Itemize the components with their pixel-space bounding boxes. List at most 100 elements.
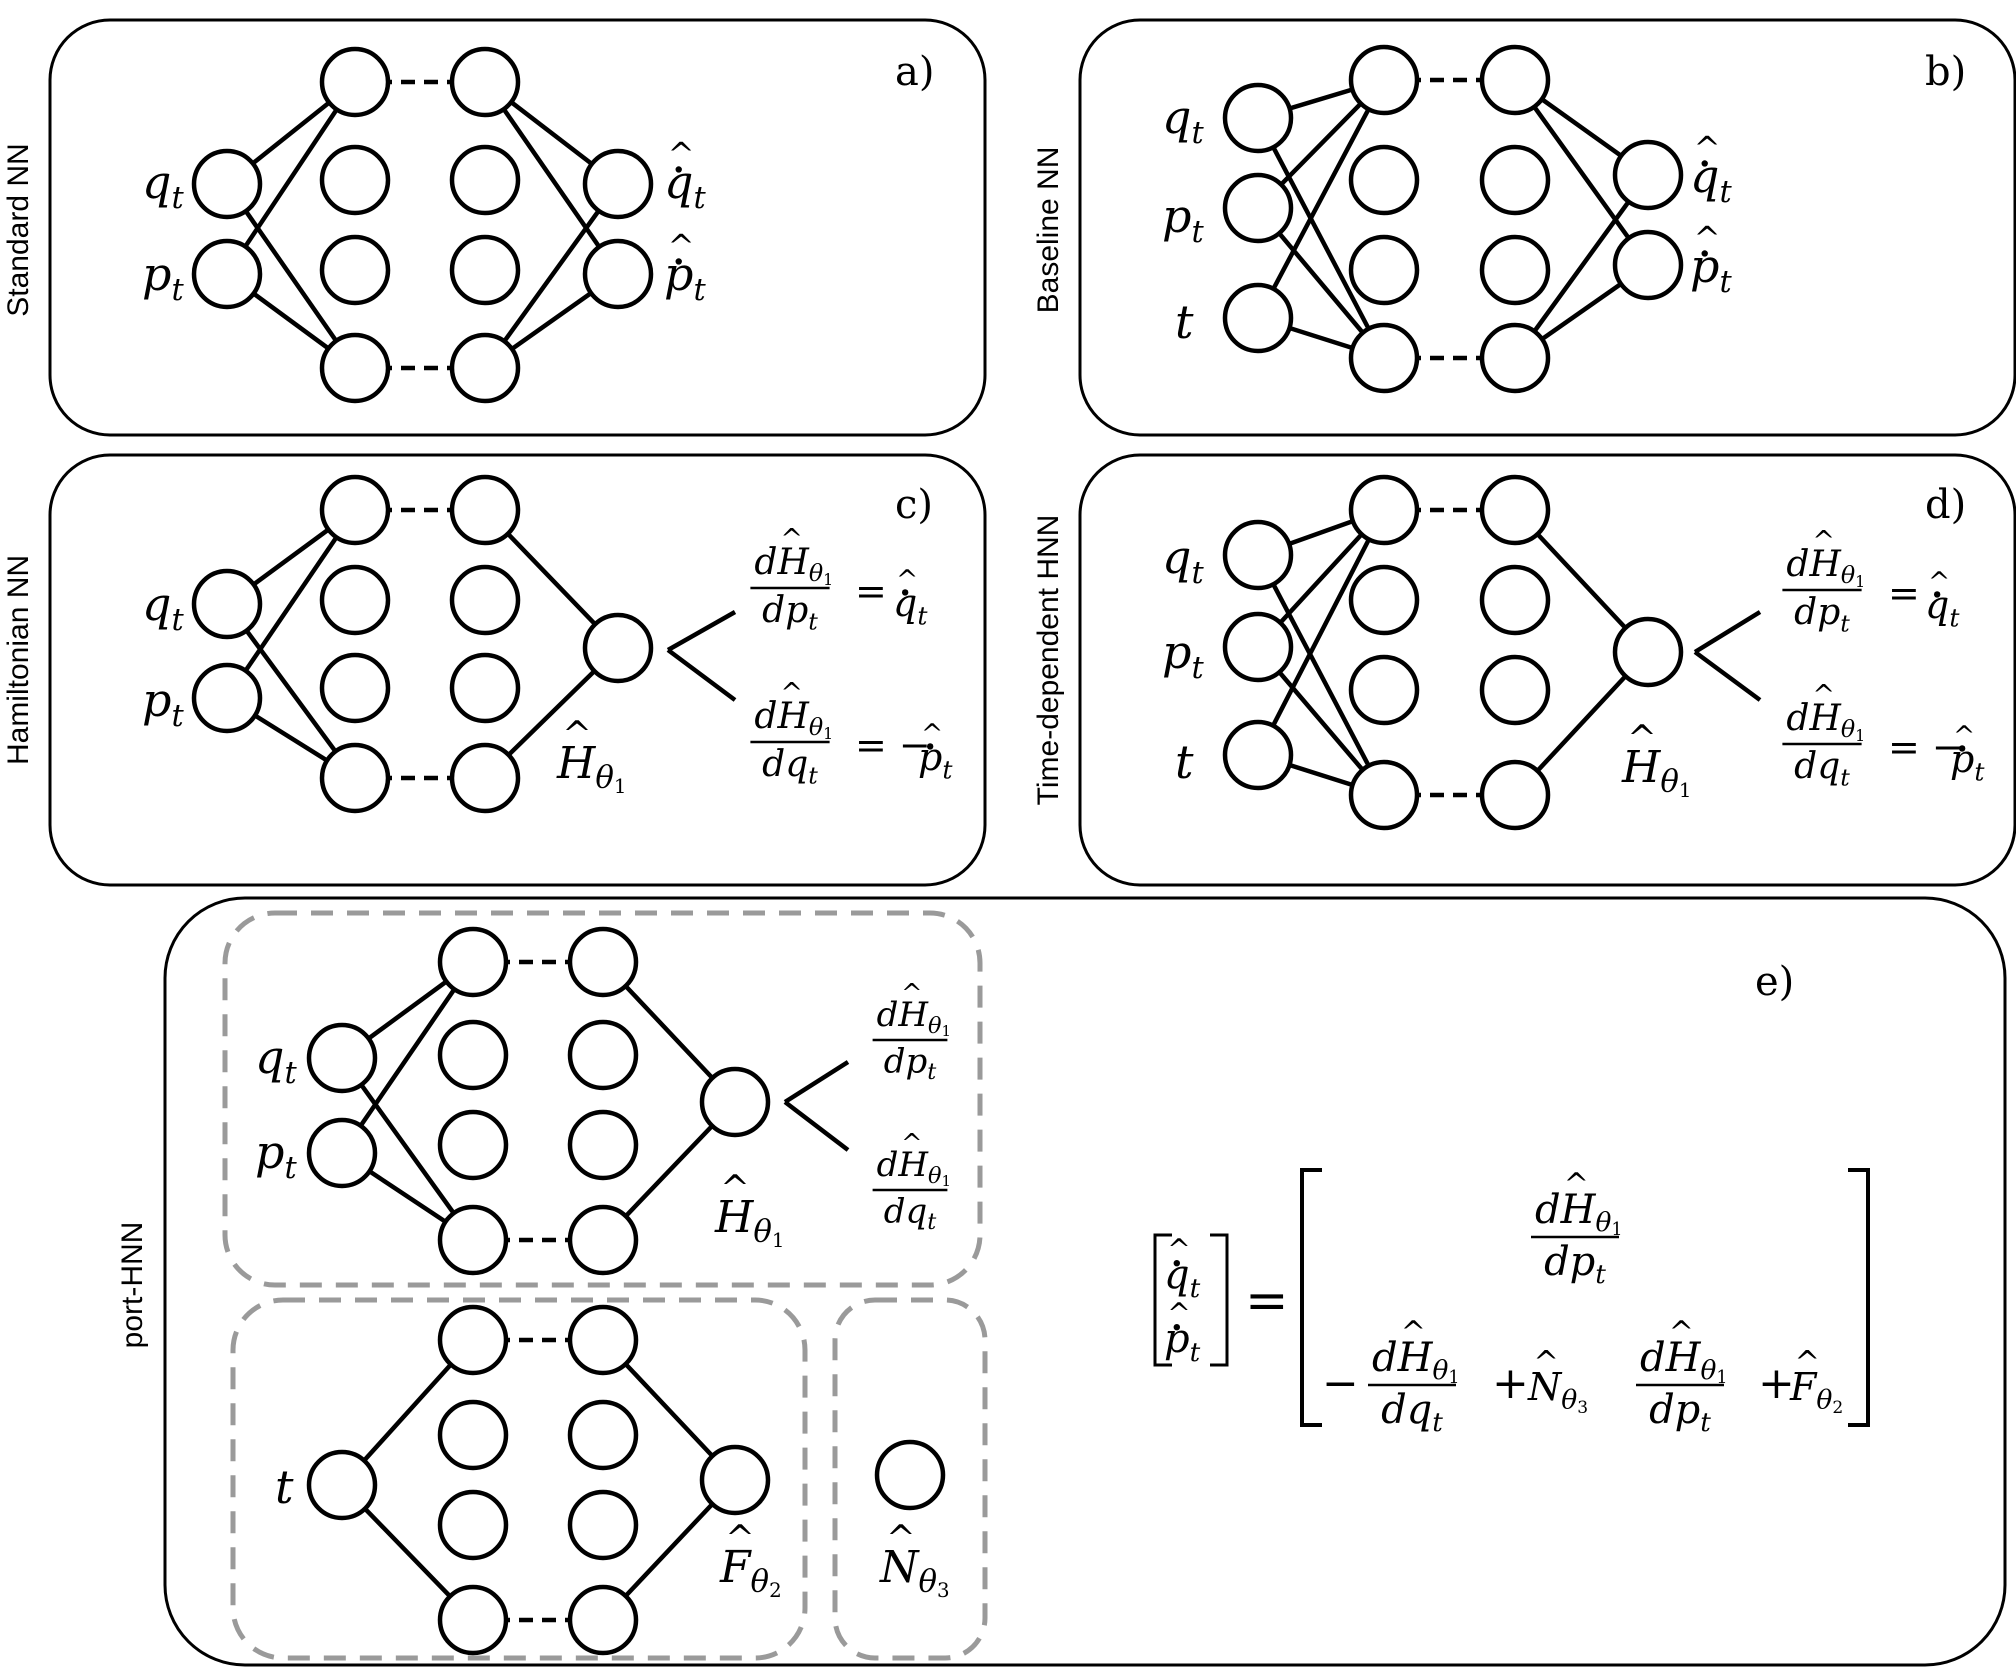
neuron-node: [437, 1489, 509, 1561]
dot-accent: [1933, 591, 1941, 598]
dH-dp-fraction: dHθ1^ dpt: [872, 979, 951, 1085]
matrix-left-bracket: [1300, 1168, 1322, 1427]
fraction-numerator: dHθ1: [877, 1145, 951, 1190]
neuron-node: [1348, 44, 1420, 116]
neuron-node: [1479, 322, 1551, 394]
neuron-node: [567, 1489, 639, 1561]
top-entry-dH-dp: dHθ1^ dpt: [1531, 1167, 1623, 1290]
neuron-node: [319, 742, 391, 814]
panel-b-letter: b): [1925, 49, 1966, 95]
neuron-node: [191, 568, 263, 640]
bottom-entry-dH-dp: dHθ1^ dpt: [1636, 1315, 1728, 1438]
hat-accent: ^: [1564, 1167, 1589, 1202]
hat-accent: ^: [725, 1518, 754, 1559]
neuron-node: [1479, 234, 1551, 306]
neuron-node: [449, 234, 521, 306]
dot-accent: [926, 743, 934, 750]
network-edge: [1693, 650, 1762, 702]
panel-b-frame: [1078, 18, 2016, 437]
rhs-pdot: pt: [918, 735, 953, 784]
neuron-node: [319, 234, 391, 306]
dot-accent: [1173, 1324, 1181, 1331]
hat-accent: ^: [1694, 129, 1721, 167]
neuron-node: [1479, 564, 1551, 636]
neuron-node: [437, 1019, 509, 1091]
fraction-numerator: dHθ1: [1786, 544, 1865, 591]
left-bracket: [1153, 1233, 1172, 1367]
dot-accent: [901, 589, 909, 596]
neuron-node: [1612, 229, 1684, 301]
fraction-denominator: dqt: [762, 744, 818, 789]
bottom-entry-dH-dq: dHθ1^ dqt: [1368, 1315, 1460, 1438]
neuron-node: [437, 1399, 509, 1471]
network-edge: [783, 1060, 850, 1104]
panel-c-frame: [48, 453, 987, 887]
hat-accent: ^: [780, 678, 803, 709]
output-qdot-label: qt: [1690, 149, 1732, 210]
neuron-node: [306, 1022, 378, 1094]
minus-equals-sign: = −: [1888, 725, 1964, 769]
hat-accent: ^: [896, 565, 918, 596]
minus-sign: −: [1322, 1358, 1359, 1409]
network-edge: [666, 648, 737, 702]
neuron-node: [874, 1439, 946, 1511]
hat-accent: ^: [901, 979, 922, 1009]
port-hamiltonian-equation: Nθ3^Fθ2^: [1153, 1168, 1870, 1427]
neuron-node: [1222, 611, 1294, 683]
neuron-node: [567, 1399, 639, 1471]
neuron-node: [1348, 234, 1420, 306]
network-edge: [225, 508, 357, 700]
neuron-node: [437, 926, 509, 998]
neuron-node: [1479, 759, 1551, 831]
dH-dp-fraction: dHθ1^ dpt: [750, 524, 833, 635]
neuron-node: [699, 1444, 771, 1516]
fraction-denominator: dpt: [884, 1041, 938, 1085]
neuron-node: [567, 1304, 639, 1376]
network-edge: [483, 182, 620, 370]
hat-accent: ^: [668, 135, 695, 173]
panel-d-frame: [1078, 453, 2016, 887]
fraction-numerator: dHθ1: [1372, 1335, 1460, 1388]
network-edge: [1255, 508, 1387, 757]
fraction-denominator: dqt: [1381, 1387, 1443, 1438]
hat-accent: ^: [1953, 721, 1975, 752]
network-edge: [1256, 78, 1386, 320]
right-bracket: [1210, 1233, 1229, 1367]
neuron-node: [437, 1584, 509, 1656]
neuron-node: [319, 144, 391, 216]
hat-accent: ^: [668, 227, 695, 265]
damping-node-box: [832, 1297, 988, 1661]
network-edge: [225, 80, 357, 276]
panel-c-side-label: Hamiltonian NN: [2, 555, 35, 765]
panel-a-frame: [48, 18, 987, 437]
neuron-node: [449, 474, 521, 546]
neuron-node: [1479, 44, 1551, 116]
neuron-node: [1348, 564, 1420, 636]
hat-accent: ^: [901, 1129, 922, 1159]
neuron-node: [191, 662, 263, 734]
plus-sign: +: [1758, 1358, 1795, 1409]
hat-accent: ^: [1694, 219, 1721, 257]
network-edge: [783, 1100, 850, 1152]
output-pdot-label: pt: [1690, 239, 1732, 300]
input-p-label: pt: [142, 247, 184, 308]
equals-sign: =: [1888, 571, 1920, 615]
panel-e-side-label: port-HNN: [116, 1222, 149, 1349]
network-edge: [225, 602, 357, 780]
input-q-label: qt: [142, 155, 184, 216]
neuron-node: [191, 238, 263, 310]
output-pdot-label: pt: [664, 247, 706, 308]
neuron-node: [306, 1449, 378, 1521]
input-p-label: pt: [1162, 189, 1204, 250]
minus-equals-sign: = −: [855, 723, 931, 767]
panel-frames: [48, 18, 2016, 1667]
panel-d-side-label: Time-dependent HNN: [1032, 515, 1065, 806]
network-edge: [340, 1056, 475, 1242]
hat-accent: ^: [780, 524, 803, 555]
neuron-node: [1348, 474, 1420, 546]
dot-accent: [675, 258, 682, 265]
neuron-node: [449, 46, 521, 118]
hat-accent: ^: [1167, 1233, 1190, 1266]
vector-qdot: qt: [1164, 1252, 1201, 1304]
